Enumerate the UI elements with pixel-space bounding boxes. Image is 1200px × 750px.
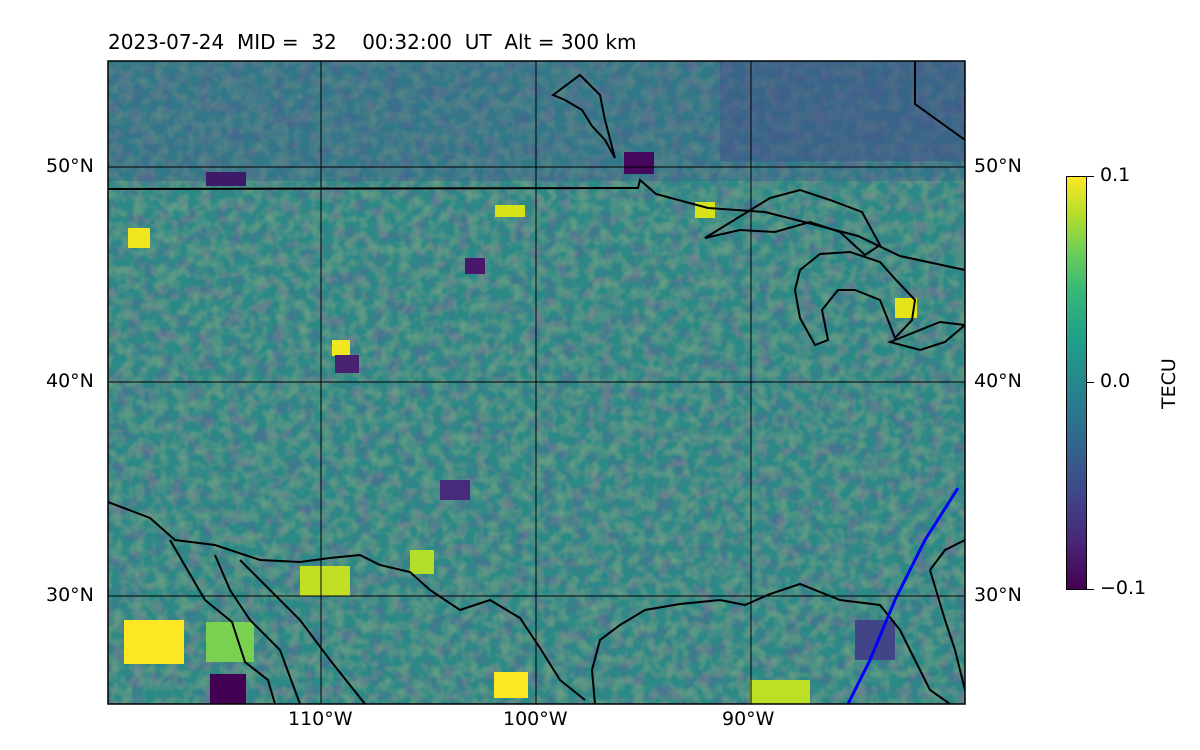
colorbar (1066, 176, 1087, 590)
tec-field (108, 61, 965, 704)
colorbar-tick-label-max: 0.1 (1100, 164, 1131, 186)
map-frame (107, 60, 966, 705)
coastlines (108, 61, 965, 704)
colorbar-tick-label-zero: 0.0 (1100, 370, 1131, 392)
tec-lowspot (855, 620, 895, 660)
colorbar-tick (1087, 382, 1094, 383)
lon-label-100w: 100°W (503, 708, 568, 730)
lon-label-90w: 90°W (722, 708, 775, 730)
tec-lowspot (206, 172, 246, 186)
tec-lowspot (335, 355, 359, 373)
lat-label-50n-right: 50°N (974, 155, 1022, 177)
tec-hotspot (410, 550, 434, 574)
colorbar-tick (1087, 589, 1094, 590)
colorbar-tick (1087, 176, 1094, 177)
tec-hotspot (895, 298, 917, 318)
tec-lowspot (440, 480, 470, 500)
lat-label-40n-right: 40°N (974, 370, 1022, 392)
lat-label-50n-left: 50°N (46, 155, 94, 177)
lon-label-110w: 110°W (288, 708, 353, 730)
tec-lowspot (210, 674, 246, 704)
tec-hotspot (124, 620, 184, 664)
lat-label-30n-right: 30°N (974, 584, 1022, 606)
tec-hotspot (128, 228, 150, 248)
tec-lowspot (465, 258, 485, 274)
tec-hotspot (495, 205, 525, 217)
lat-label-40n-left: 40°N (46, 370, 94, 392)
tec-hotspot (750, 680, 810, 704)
colorbar-label: TECU (1158, 357, 1180, 409)
lat-label-30n-left: 30°N (46, 584, 94, 606)
tec-hotspot (332, 340, 350, 356)
tec-hotspot (300, 566, 350, 596)
colorbar-tick-label-min: −0.1 (1100, 577, 1147, 599)
tec-hotspot (206, 622, 254, 662)
tec-hotspot (494, 672, 528, 698)
plot-title: 2023-07-24 MID = 32 00:32:00 UT Alt = 30… (108, 30, 637, 54)
tec-lowspot (624, 152, 654, 174)
graticule (108, 61, 965, 704)
terminator-line (846, 487, 960, 704)
